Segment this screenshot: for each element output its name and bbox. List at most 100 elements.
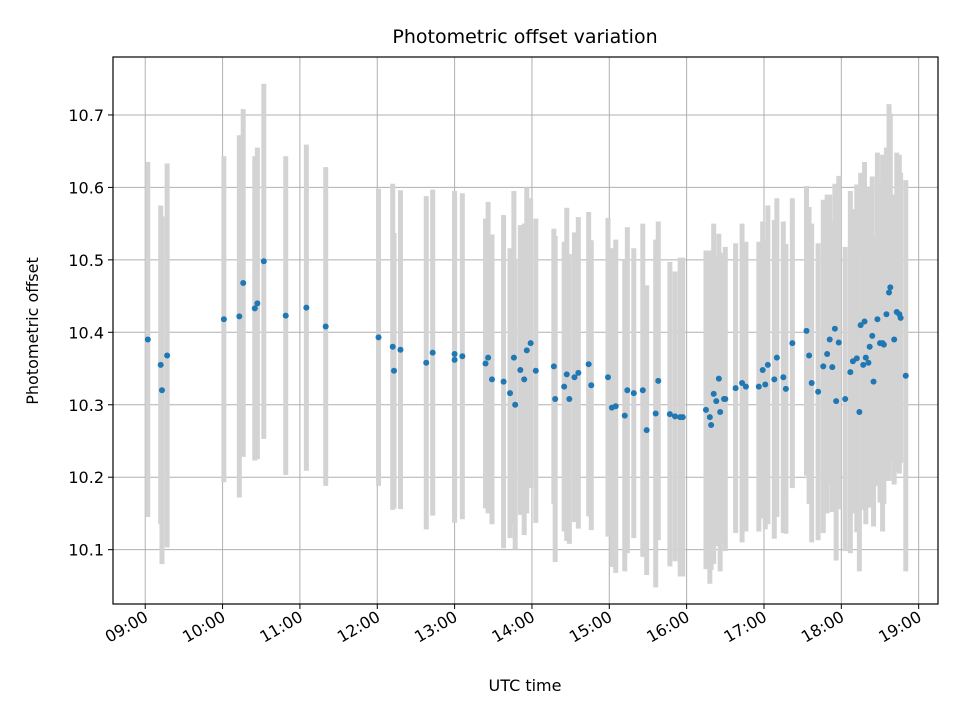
- data-point: [891, 336, 898, 343]
- data-point: [621, 412, 628, 419]
- y-tick-label: 10.6: [68, 178, 104, 197]
- data-point: [375, 334, 382, 341]
- data-point: [829, 364, 836, 371]
- data-point: [861, 318, 868, 325]
- data-point: [853, 355, 860, 362]
- data-point: [585, 361, 592, 368]
- data-point: [423, 359, 430, 366]
- data-point: [655, 377, 662, 384]
- data-point: [451, 351, 458, 358]
- data-point: [482, 360, 489, 367]
- data-point: [517, 366, 524, 373]
- y-axis: 10.1 10.2 10.3 10.4 10.5 10.6 10.7: [68, 106, 113, 560]
- data-point: [739, 380, 746, 387]
- data-point: [164, 352, 171, 359]
- data-point: [639, 387, 646, 394]
- chart-title: Photometric offset variation: [392, 26, 657, 48]
- data-point: [870, 378, 877, 385]
- plot-frame: [112, 56, 939, 605]
- y-tick-label: 10.2: [68, 468, 104, 487]
- data-point: [507, 390, 514, 397]
- data-point: [322, 323, 329, 330]
- data-point: [251, 305, 258, 312]
- data-point: [575, 369, 582, 376]
- data-point: [902, 372, 909, 379]
- data-point: [806, 352, 813, 359]
- data-point: [550, 363, 557, 370]
- data-point: [666, 411, 673, 418]
- data-point: [742, 383, 749, 390]
- data-point: [771, 376, 778, 383]
- data-point: [708, 422, 715, 429]
- data-point: [755, 383, 762, 390]
- y-tick-label: 10.3: [68, 396, 104, 415]
- data-point: [389, 343, 396, 350]
- data-point: [883, 311, 890, 318]
- data-point: [831, 325, 838, 332]
- data-point: [144, 336, 151, 343]
- data-point: [824, 351, 831, 358]
- data-point: [588, 382, 595, 389]
- data-point: [860, 361, 867, 368]
- data-point: [521, 376, 528, 383]
- data-point: [835, 339, 842, 346]
- data-point: [566, 395, 573, 402]
- data-point: [282, 312, 289, 319]
- data-point: [630, 390, 637, 397]
- x-axis-label: UTC time: [489, 676, 562, 695]
- data-point: [782, 385, 789, 392]
- data-point: [500, 378, 507, 385]
- y-axis-label: Photometric offset: [23, 257, 42, 405]
- data-point: [552, 395, 559, 402]
- data-point: [605, 374, 611, 381]
- data-point: [842, 395, 849, 402]
- data-point: [652, 410, 659, 417]
- data-point: [715, 375, 722, 382]
- data-point: [643, 427, 650, 434]
- data-point: [732, 385, 739, 392]
- data-point: [880, 341, 887, 348]
- data-point: [815, 388, 822, 395]
- data-point: [866, 343, 873, 350]
- data-point: [762, 381, 769, 388]
- data-point: [236, 313, 243, 320]
- data-point: [158, 387, 165, 394]
- data-point: [710, 390, 717, 397]
- data-point: [488, 376, 495, 383]
- data-point: [764, 361, 771, 368]
- data-point: [847, 369, 854, 376]
- data-point: [808, 380, 815, 387]
- data-point: [773, 354, 780, 361]
- y-tick-label: 10.1: [68, 541, 104, 560]
- data-point: [856, 409, 863, 416]
- data-point: [803, 327, 810, 334]
- data-point: [672, 413, 679, 420]
- y-tick-label: 10.4: [68, 323, 104, 342]
- data-points: [144, 258, 909, 434]
- data-point: [254, 300, 261, 307]
- data-point: [897, 314, 904, 321]
- data-point: [722, 395, 729, 402]
- data-point: [789, 340, 796, 347]
- data-point: [563, 371, 570, 378]
- data-point: [857, 322, 864, 329]
- data-point: [485, 354, 492, 361]
- data-point: [624, 387, 631, 394]
- data-point: [260, 258, 267, 265]
- y-tick-label: 10.5: [68, 251, 104, 270]
- data-point: [157, 361, 164, 368]
- data-point: [702, 406, 709, 413]
- data-point: [391, 367, 398, 374]
- data-point: [532, 367, 539, 374]
- data-point: [527, 340, 534, 347]
- data-point: [240, 280, 247, 287]
- data-point: [887, 284, 894, 291]
- data-point: [612, 403, 619, 410]
- data-point: [713, 398, 720, 405]
- data-point: [874, 316, 881, 323]
- data-point: [780, 374, 787, 381]
- data-point: [833, 398, 840, 405]
- data-point: [886, 289, 893, 296]
- data-point: [429, 349, 436, 356]
